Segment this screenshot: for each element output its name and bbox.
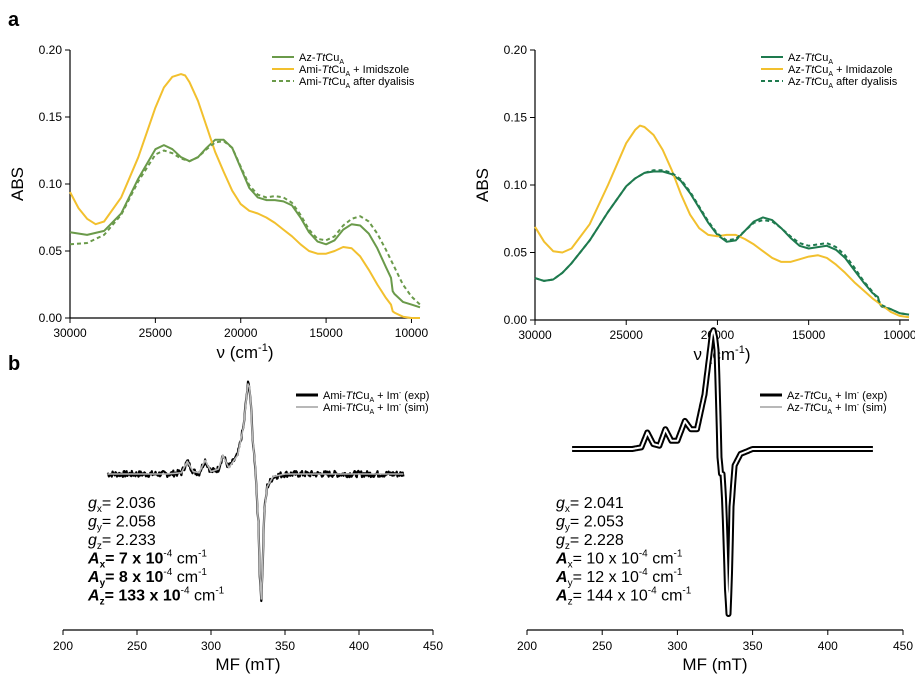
x-axis-label: MF (mT) [215,655,280,674]
series-line-2 [69,73,420,319]
y-tick-label: 0.05 [39,244,63,258]
legend-label-2: Az-TtCuA + Imidazole [788,64,893,78]
y-tick-label: 0.20 [39,43,63,57]
x-axis-label: ν (cm-1) [217,342,274,362]
legend-label-2: Az-TtCuA + Im- (sim) [787,402,887,416]
x-tick-label: 15000 [309,326,343,340]
panel-label-a: a [8,9,20,31]
epr-param-Ax: Ax= 10 x 10-4 cm-1 [555,549,683,571]
x-tick-label: 20000 [224,326,258,340]
legend-label-3: Ami-TtCuA after dyalisis [299,76,415,90]
legend-label-2: Ami-TtCuA + Im- (sim) [323,402,429,416]
legend-label-3: Az-TtCuA after dyalisis [788,76,898,90]
epr-param-Ax: Ax= 7 x 10-4 cm-1 [87,549,207,571]
epr-param-gx: gx= 2.036 [88,495,156,515]
epr-param-gy: gy= 2.053 [556,514,624,534]
x-tick-label: 400 [818,639,838,653]
series-line-3 [69,140,421,306]
epr-param-Ay: Ay= 8 x 10-4 cm-1 [87,567,207,589]
epr-param-gz: gz= 2.233 [88,532,156,552]
series-line-1 [534,170,910,316]
epr-param-gy: gy= 2.058 [88,514,156,534]
legend-label-1: Az-TtCuA [299,52,344,66]
legend-label-1: Az-TtCuA [788,52,833,66]
x-tick-label: 450 [893,639,913,653]
series-line-2 [534,124,910,319]
x-axis-label: MF (mT) [682,655,747,674]
x-tick-label: 30000 [53,326,87,340]
x-tick-label: 30000 [518,328,552,342]
y-tick-label: 0.05 [504,246,528,260]
x-tick-label: 25000 [139,326,173,340]
legend-label-1: Ami-TtCuA + Im- (exp) [323,390,429,404]
series-line-3 [534,169,910,316]
legend-label-1: Az-TtCuA + Im- (exp) [787,390,887,404]
x-tick-label: 10000 [883,328,915,342]
x-tick-label: 300 [201,639,221,653]
epr-chart-1: 200 250 300 350 400 450 MF (mT) Ami-TtCuA + Im-… [53,380,443,674]
series-line-1 [69,138,421,309]
epr-param-gz: gz= 2.228 [556,532,624,552]
y-axis-label: ABS [473,168,492,202]
epr-param-Ay: Ay= 12 x 10-4 cm-1 [555,567,683,589]
x-tick-label: 15000 [792,328,826,342]
x-tick-label: 350 [743,639,763,653]
epr-param-gx: gx= 2.041 [556,495,624,515]
x-tick-label: 450 [423,639,443,653]
y-tick-label: 0.00 [39,311,63,325]
y-tick-label: 0.10 [39,177,63,191]
y-tick-label: 0.10 [504,178,528,192]
abs-chart-1: 0.00 0.05 0.10 0.15 0.20 30000 25000 20000 15000… [8,43,428,362]
y-axis-label: ABS [8,167,27,201]
sim-spectrum-line [571,329,874,615]
y-tick-label: 0.15 [39,110,63,124]
y-tick-label: 0.00 [504,313,528,327]
legend-label-2: Ami-TtCuA + Imidszole [299,64,409,78]
y-tick-label: 0.20 [504,43,528,57]
x-tick-label: 250 [592,639,612,653]
x-tick-label: 25000 [610,328,644,342]
x-axis-label: ν (cm-1) [694,344,751,364]
panel-label-b: b [8,353,20,375]
y-tick-label: 0.15 [504,111,528,125]
x-tick-label: 250 [127,639,147,653]
x-tick-label: 350 [275,639,295,653]
epr-param-Az: Az= 133 x 10-4 cm-1 [87,586,225,608]
x-tick-label: 400 [349,639,369,653]
x-tick-label: 300 [667,639,687,653]
epr-param-Az: Az= 144 x 10-4 cm-1 [555,586,692,608]
epr-chart-2: 200 250 300 350 400 450 MF (mT) Az-TtCuA + Im- … [517,327,913,674]
x-tick-label: 200 [53,639,73,653]
x-tick-label: 10000 [395,326,429,340]
x-tick-label: 200 [517,639,537,653]
sim-spectrum-line [107,383,404,600]
